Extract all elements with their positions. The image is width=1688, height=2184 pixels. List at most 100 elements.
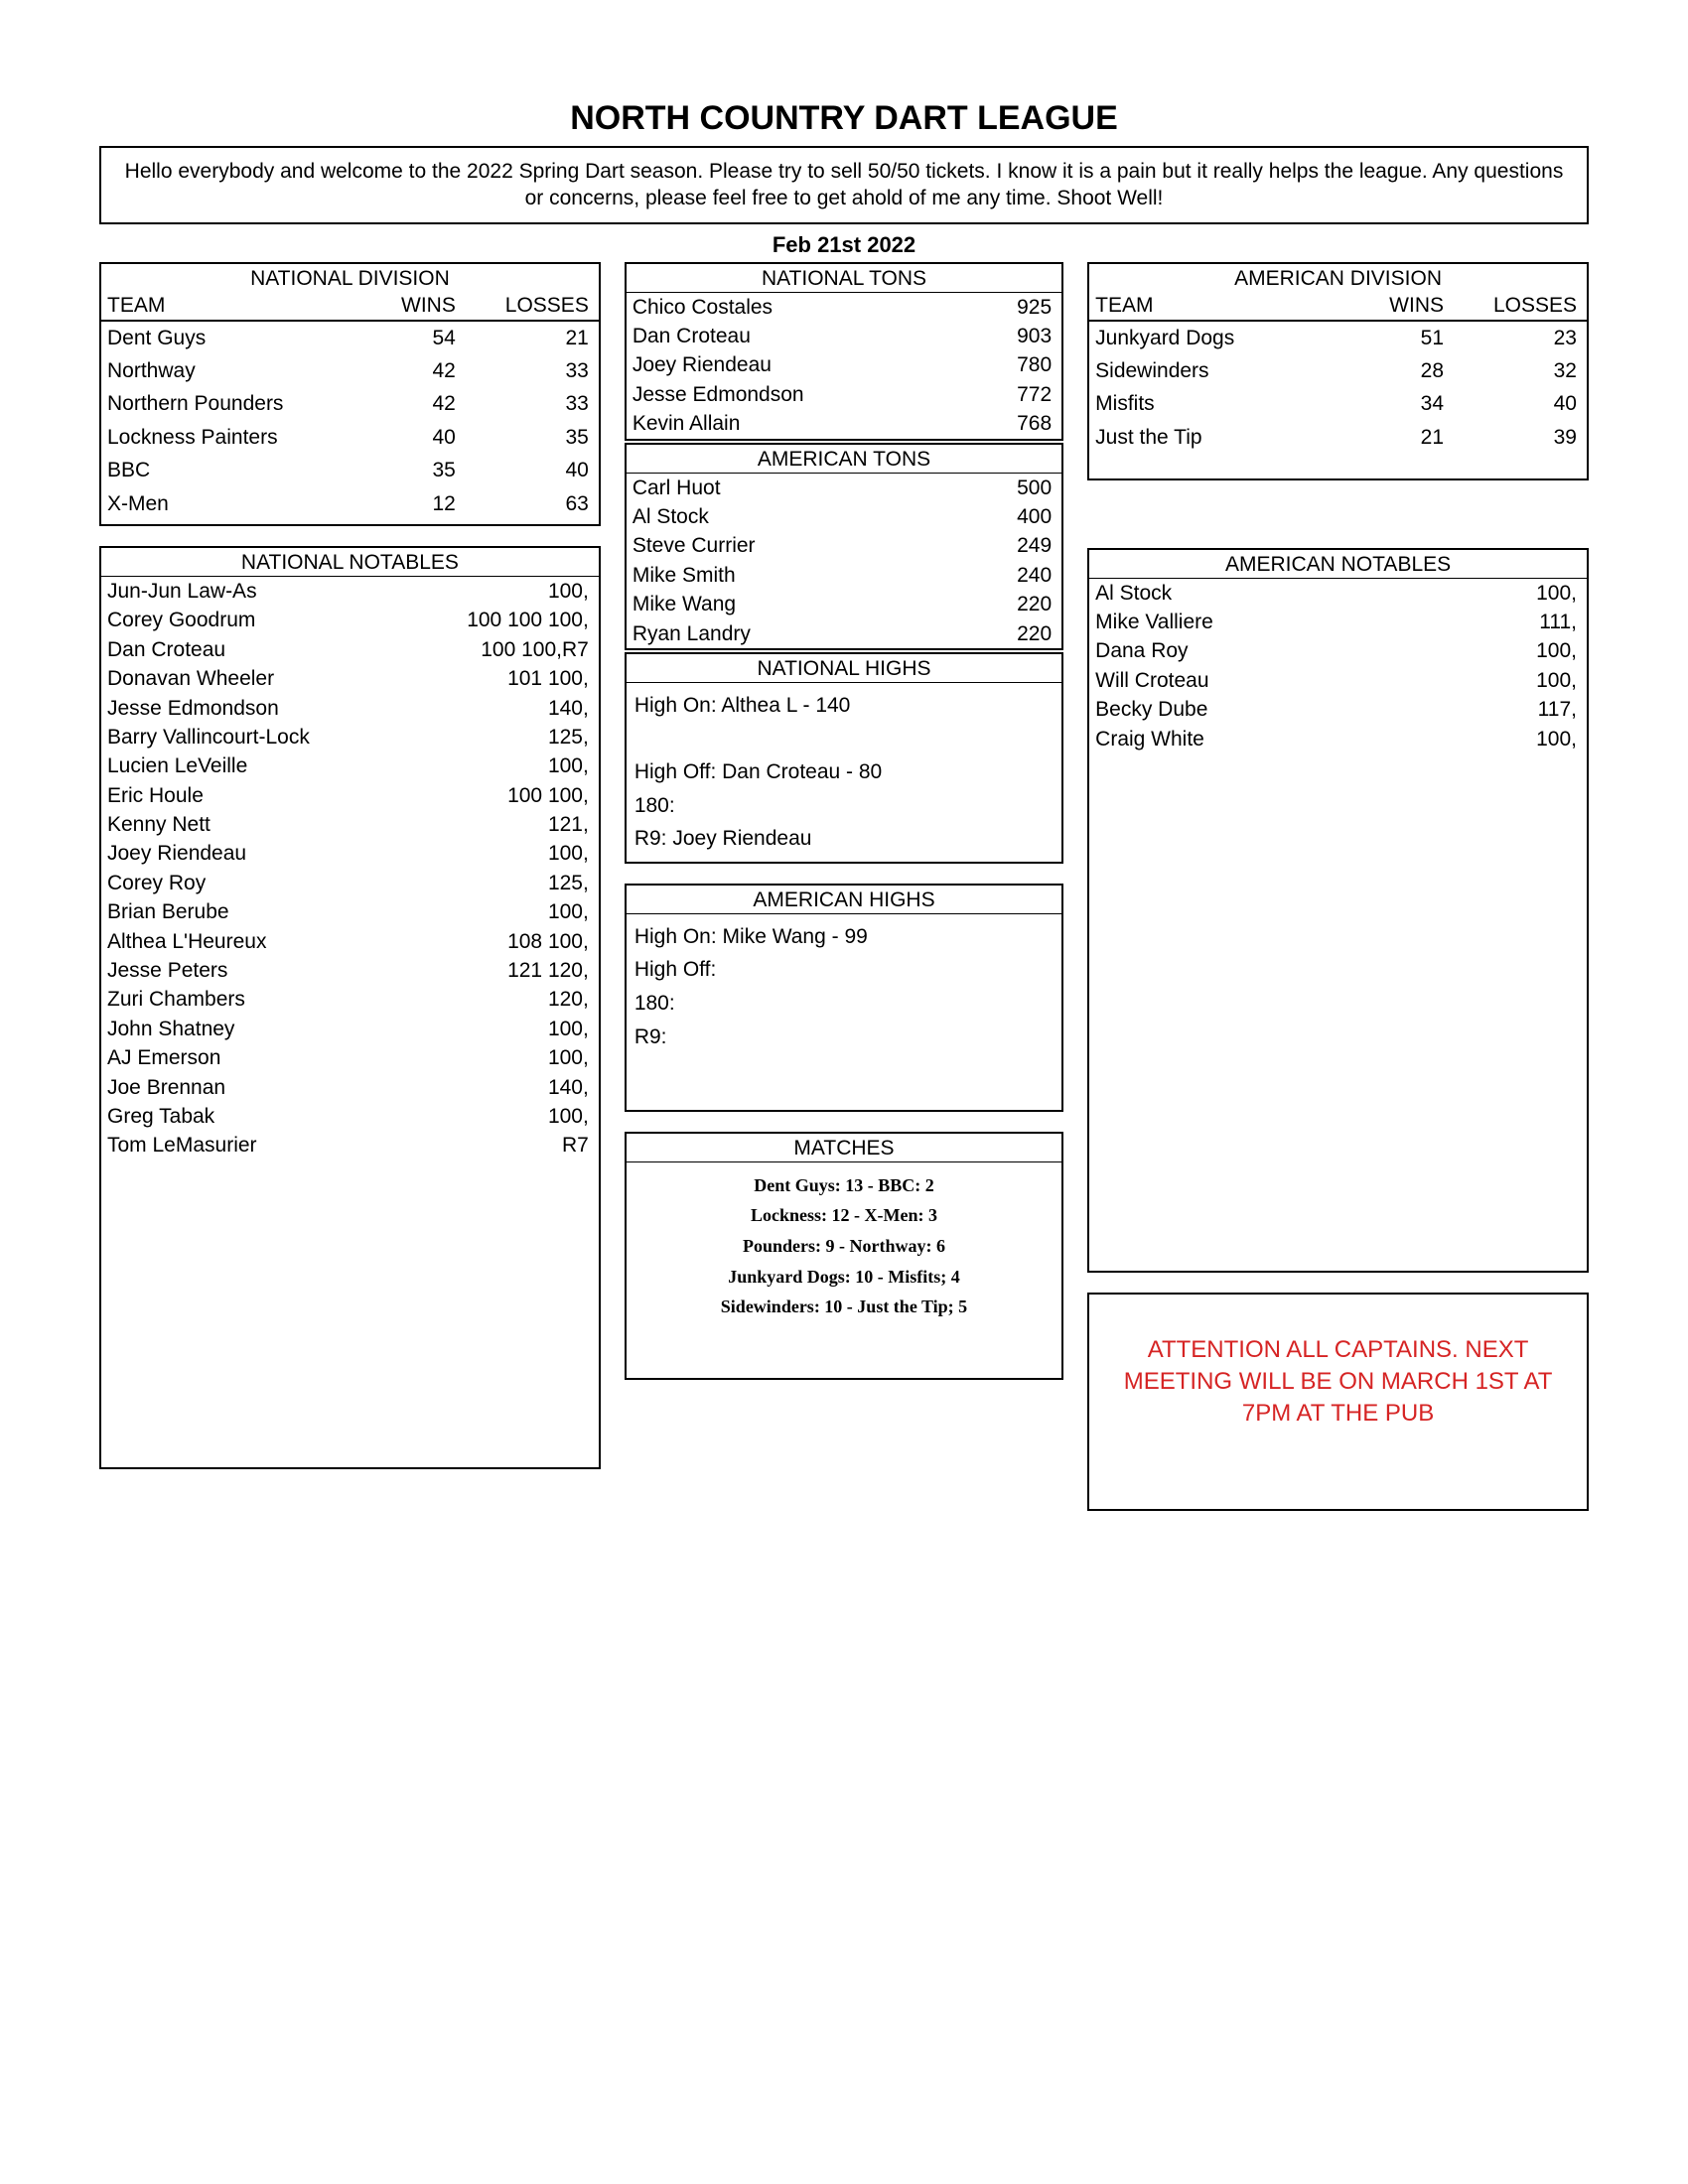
cell-name: Eric Houle <box>107 781 379 810</box>
national-highs-box: NATIONAL HIGHS High On: Althea L - 140 H… <box>625 652 1063 864</box>
cell-name: Carl Huot <box>633 474 926 502</box>
cell-wins: 12 <box>329 487 462 520</box>
list-row: Steve Currier249 <box>627 531 1061 560</box>
list-row: Mike Smith240 <box>627 561 1061 590</box>
list-row: Tom LeMasurierR7 <box>101 1131 599 1160</box>
right-column: AMERICAN DIVISION TEAM WINS LOSSES Junky… <box>1087 262 1589 1511</box>
cell-value: 100, <box>1367 725 1581 753</box>
cell-value: 100, <box>379 1015 593 1043</box>
cell-value: 249 <box>925 531 1055 560</box>
cell-name: Mike Smith <box>633 561 926 590</box>
cell-losses: 40 <box>462 454 599 486</box>
cell-wins: 35 <box>329 454 462 486</box>
cell-team: Misfits <box>1089 387 1317 420</box>
list-row: Joey Riendeau100, <box>101 839 599 868</box>
national-tons-box: NATIONAL TONS Chico Costales925Dan Crote… <box>625 262 1063 441</box>
cell-value: 100, <box>1367 579 1581 608</box>
cell-losses: 33 <box>462 354 599 387</box>
match-line: Dent Guys: 13 - BBC: 2 <box>636 1170 1052 1201</box>
cell-name: Jesse Edmondson <box>633 380 926 409</box>
american-tons-title: AMERICAN TONS <box>627 445 1061 474</box>
cell-value: 121, <box>379 810 593 839</box>
cell-value: 100 100 100, <box>379 606 593 634</box>
header-losses: LOSSES <box>1450 292 1587 320</box>
list-row: Dana Roy100, <box>1089 636 1587 665</box>
american-notables-box: AMERICAN NOTABLES Al Stock100,Mike Valli… <box>1087 548 1589 1273</box>
cell-wins: 54 <box>329 322 462 354</box>
cell-value: 772 <box>925 380 1055 409</box>
list-row: Dan Croteau903 <box>627 322 1061 350</box>
text-line <box>634 722 1054 755</box>
cell-name: Joey Riendeau <box>633 350 926 379</box>
national-tons-title: NATIONAL TONS <box>627 264 1061 293</box>
cell-value: 100, <box>379 897 593 926</box>
list-row: Chico Costales925 <box>627 293 1061 322</box>
cell-value: 220 <box>925 590 1055 618</box>
cell-team: Just the Tip <box>1089 421 1317 454</box>
list-row: Mike Wang220 <box>627 590 1061 618</box>
cell-team: Junkyard Dogs <box>1089 322 1317 354</box>
list-row: Jesse Edmondson140, <box>101 694 599 723</box>
cell-value: 101 100, <box>379 664 593 693</box>
american-notables-title: AMERICAN NOTABLES <box>1089 550 1587 579</box>
text-line: R9: <box>634 1021 1054 1054</box>
cell-value: 100, <box>1367 666 1581 695</box>
table-row: BBC3540 <box>101 454 599 486</box>
header-wins: WINS <box>329 292 462 320</box>
cell-name: Joe Brennan <box>107 1073 379 1102</box>
cell-name: Al Stock <box>1095 579 1367 608</box>
table-row: Sidewinders2832 <box>1089 354 1587 387</box>
cell-value: 121 120, <box>379 956 593 985</box>
cell-team: Sidewinders <box>1089 354 1317 387</box>
header-team: TEAM <box>1089 292 1317 320</box>
match-line: Lockness: 12 - X-Men: 3 <box>636 1200 1052 1231</box>
cell-team: BBC <box>101 454 329 486</box>
list-row: AJ Emerson100, <box>101 1043 599 1072</box>
cell-name: John Shatney <box>107 1015 379 1043</box>
cell-name: Brian Berube <box>107 897 379 926</box>
cell-name: Barry Vallincourt-Lock <box>107 723 379 751</box>
cell-value: 240 <box>925 561 1055 590</box>
cell-team: Northern Pounders <box>101 387 329 420</box>
cell-name: Jesse Peters <box>107 956 379 985</box>
cell-name: Becky Dube <box>1095 695 1367 724</box>
list-row: Carl Huot500 <box>627 474 1061 502</box>
american-highs-title: AMERICAN HIGHS <box>627 886 1061 914</box>
national-division-title: NATIONAL DIVISION <box>101 264 599 292</box>
list-row: Becky Dube117, <box>1089 695 1587 724</box>
text-line: High On: Althea L - 140 <box>634 689 1054 723</box>
list-row: Zuri Chambers120, <box>101 985 599 1014</box>
cell-wins: 34 <box>1317 387 1450 420</box>
cell-value: 780 <box>925 350 1055 379</box>
list-row: Althea L'Heureux108 100, <box>101 927 599 956</box>
table-row: Just the Tip2139 <box>1089 421 1587 454</box>
attention-box: ATTENTION ALL CAPTAINS. NEXT MEETING WIL… <box>1087 1293 1589 1511</box>
cell-value: 125, <box>379 723 593 751</box>
cell-name: Jesse Edmondson <box>107 694 379 723</box>
cell-losses: 21 <box>462 322 599 354</box>
national-notables-box: NATIONAL NOTABLES Jun-Jun Law-As100,Core… <box>99 546 601 1469</box>
cell-name: Mike Wang <box>633 590 926 618</box>
cell-wins: 42 <box>329 387 462 420</box>
page-title: NORTH COUNTRY DART LEAGUE <box>99 99 1589 138</box>
cell-value: R7 <box>379 1131 593 1160</box>
text-line: R9: Joey Riendeau <box>634 822 1054 856</box>
matches-title: MATCHES <box>627 1134 1061 1162</box>
intro-text: Hello everybody and welcome to the 2022 … <box>99 146 1589 224</box>
table-row: Lockness Painters4035 <box>101 421 599 454</box>
list-row: Kenny Nett121, <box>101 810 599 839</box>
table-row: Northern Pounders4233 <box>101 387 599 420</box>
cell-team: Northway <box>101 354 329 387</box>
match-line: Sidewinders: 10 - Just the Tip; 5 <box>636 1292 1052 1322</box>
list-row: Dan Croteau100 100,R7 <box>101 635 599 664</box>
text-line: High Off: <box>634 953 1054 987</box>
list-row: Jesse Peters121 120, <box>101 956 599 985</box>
american-highs-box: AMERICAN HIGHS High On: Mike Wang - 99Hi… <box>625 884 1063 1112</box>
cell-wins: 42 <box>329 354 462 387</box>
list-row: Kevin Allain768 <box>627 409 1061 438</box>
cell-name: Corey Roy <box>107 869 379 897</box>
header-losses: LOSSES <box>462 292 599 320</box>
national-division-box: NATIONAL DIVISION TEAM WINS LOSSES Dent … <box>99 262 601 526</box>
match-line: Pounders: 9 - Northway: 6 <box>636 1231 1052 1262</box>
cell-value: 100, <box>379 577 593 606</box>
